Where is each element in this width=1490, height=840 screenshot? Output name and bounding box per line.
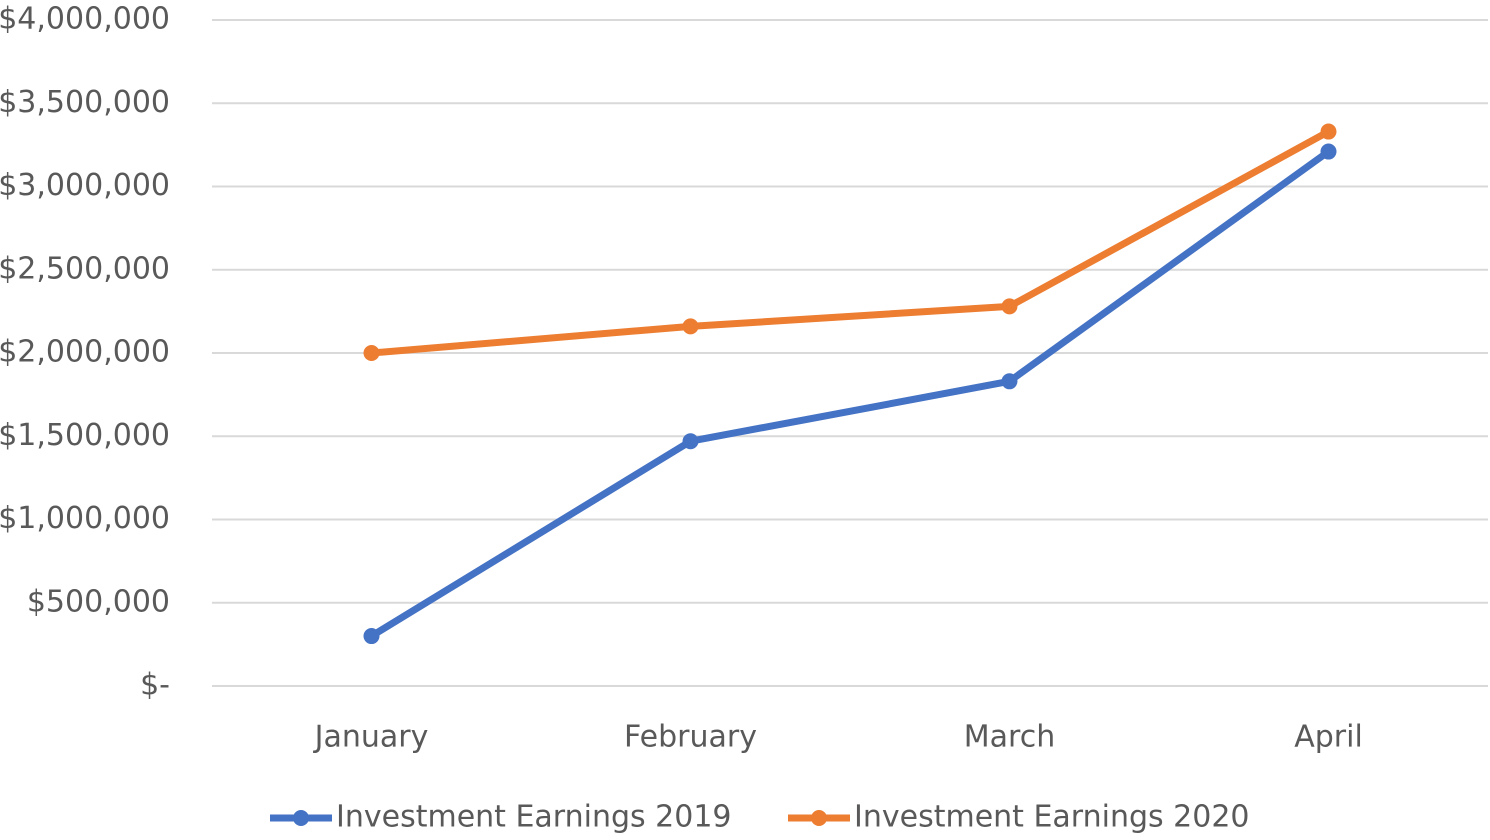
series-line: [369, 148, 1331, 640]
legend-marker: [811, 810, 827, 826]
data-point: [1320, 143, 1337, 160]
data-point: [1001, 298, 1018, 315]
y-tick-label: $1,500,000: [0, 418, 170, 453]
y-tick-label: $2,000,000: [0, 335, 170, 370]
legend-label: Investment Earnings 2020: [854, 800, 1250, 835]
series-line: [371, 128, 1331, 357]
y-tick-label: $3,000,000: [0, 168, 170, 203]
data-point: [682, 318, 699, 335]
y-tick-label: $4,000,000: [0, 2, 170, 37]
y-tick-label: $500,000: [27, 584, 170, 619]
x-tick-label: February: [624, 720, 757, 755]
x-tick-label: April: [1294, 720, 1363, 755]
data-point: [1320, 123, 1337, 140]
y-tick-label: $1,000,000: [0, 501, 170, 536]
data-point: [363, 628, 380, 645]
y-tick-label: $3,500,000: [0, 85, 170, 120]
legend-marker: [293, 810, 309, 826]
data-point: [1001, 373, 1018, 390]
y-tick-label: $-: [140, 668, 170, 703]
x-tick-label: March: [964, 720, 1055, 755]
y-tick-label: $2,500,000: [0, 251, 170, 286]
x-tick-label: January: [313, 720, 429, 755]
data-point: [363, 345, 380, 361]
legend-label: Investment Earnings 2019: [336, 800, 732, 835]
data-point: [682, 433, 699, 450]
